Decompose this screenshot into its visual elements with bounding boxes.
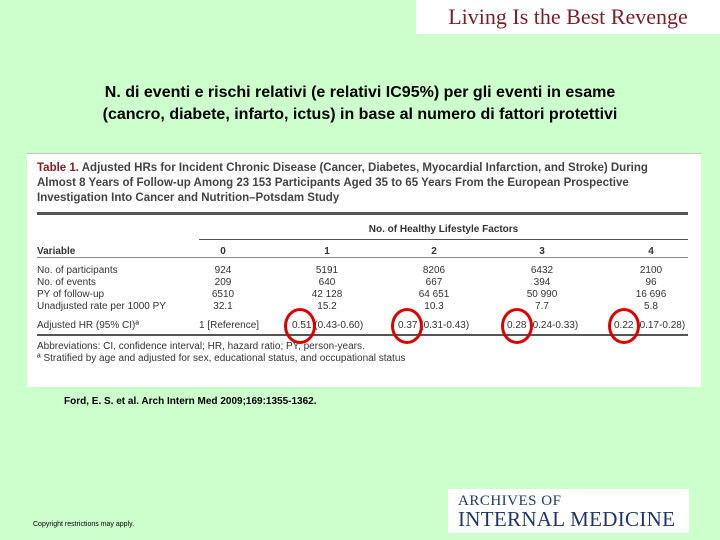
row-label: PY of follow-up	[37, 289, 105, 300]
journal-logo: ARCHIVES OF INTERNAL MEDICINE	[448, 489, 689, 533]
table-footnotes: Abbreviations: CI, confidence interval; …	[37, 341, 405, 365]
table-row: Unadjusted rate per 1000 PY 32.1 15.2 10…	[27, 301, 701, 313]
table-title: Table 1. Adjusted HRs for Incident Chron…	[37, 161, 687, 206]
table-cell: 0.22 (0.17-0.28)	[614, 320, 686, 331]
table-cell: 0.37 (0.31-0.43)	[398, 320, 470, 331]
journal-logo-line-1: ARCHIVES OF	[458, 493, 562, 509]
journal-logo-line-2: INTERNAL MEDICINE	[458, 507, 676, 531]
table-row: No. of participants 924 5191 8206 6432 2…	[27, 265, 701, 277]
table-cell: 10.3	[424, 301, 444, 312]
copyright-notice: Copyright restrictions may apply.	[33, 521, 135, 528]
table-cell: 2100	[639, 265, 663, 276]
column-header: 3	[539, 246, 545, 257]
highlight-circle	[391, 308, 423, 344]
table-cell: 16 696	[635, 289, 667, 300]
row-label: No. of events	[37, 277, 96, 288]
table-rule-bottom	[37, 334, 688, 336]
table-cell: 42 128	[311, 289, 343, 300]
variable-header: Variable	[37, 246, 76, 257]
table-row: No. of events 209 640 667 394 96	[27, 277, 701, 289]
table-cell: 64 651	[418, 289, 450, 300]
table-row: Adjusted HR (95% CI)ª 1 [Reference] 0.51…	[27, 320, 701, 332]
column-header: 2	[431, 246, 437, 257]
table-cell: 32.1	[213, 301, 233, 312]
table-rule-top	[37, 212, 688, 215]
table-cell: 6432	[530, 265, 554, 276]
table-cell: 0.51 (0.43-0.60)	[292, 320, 364, 331]
banner-logo: Living Is the Best Revenge	[416, 0, 720, 34]
table-cell: 8206	[422, 265, 446, 276]
table-cell: 50 990	[526, 289, 558, 300]
table-cell: 640	[318, 277, 336, 288]
table-cell: 6510	[211, 289, 235, 300]
column-header: 4	[648, 246, 654, 257]
citation: Ford, E. S. et al. Arch Intern Med 2009;…	[64, 396, 317, 407]
table-cell: 394	[533, 277, 551, 288]
column-header: 0	[220, 246, 226, 257]
footnote-abbreviations: Abbreviations: CI, confidence interval; …	[37, 341, 365, 352]
table-cell: 0.28 (0.24-0.33)	[507, 320, 579, 331]
table-cell: 924	[214, 265, 232, 276]
row-label: Unadjusted rate per 1000 PY	[37, 301, 166, 312]
results-table: Table 1. Adjusted HRs for Incident Chron…	[27, 153, 701, 387]
table-rule-header	[37, 257, 688, 258]
highlight-circle	[284, 308, 316, 344]
table-cell: 1 [Reference]	[199, 320, 260, 331]
table-row: PY of follow-up 6510 42 128 64 651 50 99…	[27, 289, 701, 301]
table-cell: 15.2	[317, 301, 337, 312]
highlight-circle	[608, 308, 640, 344]
headline-line-2: (cancro, diabete, infarto, ictus) in bas…	[102, 106, 618, 123]
column-header: 1	[324, 246, 330, 257]
table-cell: 96	[645, 277, 657, 288]
table-cell: 5191	[315, 265, 339, 276]
row-label: Adjusted HR (95% CI)ª	[37, 320, 140, 331]
table-cell: 5.8	[644, 301, 658, 312]
table-rule-group	[199, 239, 688, 240]
headline-line-1: N. di eventi e rischi relativi (e relati…	[104, 84, 616, 101]
table-cell: 667	[425, 277, 443, 288]
group-header: No. of Healthy Lifestyle Factors	[368, 224, 519, 235]
table-title-lead: Table 1.	[37, 162, 82, 174]
table-header-row: Variable 0 1 2 3 4	[27, 246, 701, 258]
slide-headline: N. di eventi e rischi relativi (e relati…	[30, 82, 690, 126]
table-cell: 7.7	[535, 301, 549, 312]
table-title-text: Adjusted HRs for Incident Chronic Diseas…	[37, 162, 648, 204]
footnote-adjustment: ª Stratified by age and adjusted for sex…	[37, 353, 406, 364]
row-label: No. of participants	[37, 265, 118, 276]
highlight-circle	[501, 308, 533, 344]
table-cell: 209	[214, 277, 232, 288]
